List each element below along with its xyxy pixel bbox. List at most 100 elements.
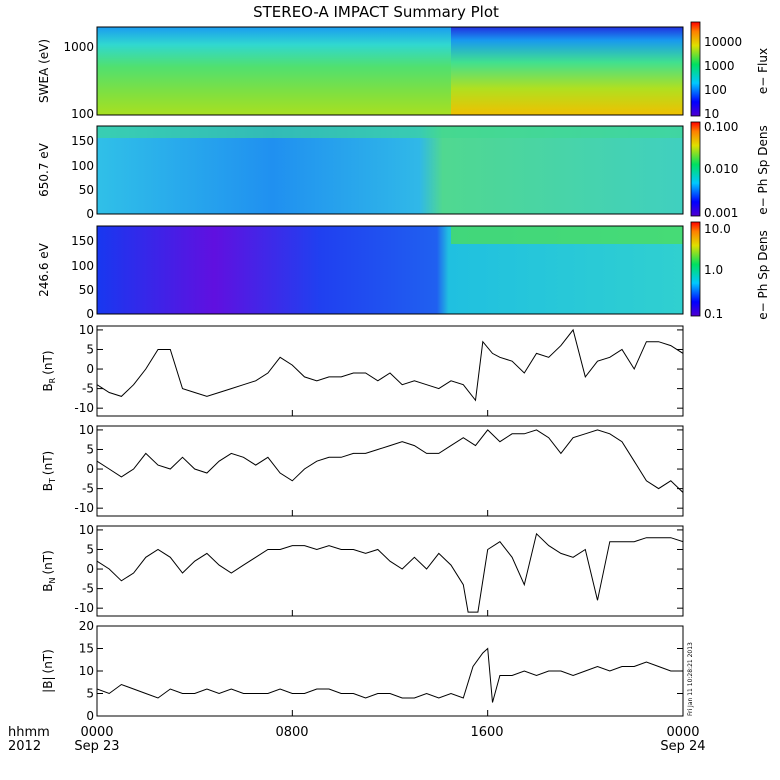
swea-ytick-100: 100 xyxy=(71,107,94,121)
pad650-ylabel: 650.7 eV xyxy=(37,142,51,197)
br-panel: 10 5 0 -5 -10 BR (nT) xyxy=(41,323,684,417)
bmag-ytick-label: 5 xyxy=(86,687,94,701)
pad246-ylabel: 246.6 eV xyxy=(37,242,51,297)
bn-ytick-label: 10 xyxy=(79,523,94,537)
colorbar-pad246-tick-1: 1.0 xyxy=(704,263,723,277)
pad246-band xyxy=(451,226,683,244)
bmag-ytick-label: 10 xyxy=(79,664,94,678)
pad246-frame xyxy=(96,225,684,315)
x-tick-label-2: 1600 xyxy=(470,725,503,740)
br-frame xyxy=(96,325,684,417)
bt-ytick-label: 10 xyxy=(79,423,94,437)
bn-ytick-label: -10 xyxy=(74,601,94,615)
pad650-ytick-0: 0 xyxy=(86,207,94,221)
br-ytick-label: 5 xyxy=(86,342,94,356)
bn-ylabel-sub: N xyxy=(48,578,57,584)
swea-spectrogram-late xyxy=(451,27,683,115)
colorbar-pad246 xyxy=(690,221,701,317)
colorbars: 10000 1000 100 10 e− Flux 0.100 0.010 0.… xyxy=(690,21,770,321)
line-panels: 1050-5-10BR(nT)1050-5-10BT(nT)1050-5-10B… xyxy=(41,323,684,723)
swea-ytick-1000: 1000 xyxy=(63,40,94,54)
x-corner-label-hhmm: hhmm xyxy=(8,725,50,740)
colorbar-pad650 xyxy=(690,121,701,217)
bt-frame xyxy=(96,425,684,517)
bt-ylabel-unit: (nT) xyxy=(41,451,55,475)
bmag-frame xyxy=(96,625,684,717)
bt-ytick-label: -10 xyxy=(74,501,94,515)
colorbar-pad246-label: e− Ph Sp Dens xyxy=(756,230,770,319)
pad650-ytick-150: 150 xyxy=(71,134,94,148)
br-ylabel-unit: (nT) xyxy=(41,350,55,374)
bt-ylabel-main: B xyxy=(41,483,55,491)
bn-ytick-label: -5 xyxy=(82,582,94,596)
plot-title: STEREO-A IMPACT Summary Plot xyxy=(253,3,499,21)
br-ylabel: BR (nT) xyxy=(41,350,57,391)
swea-ylabel: SWEA (eV) xyxy=(37,39,51,103)
pad246-ytick-50: 50 xyxy=(79,283,94,297)
pad650-frame xyxy=(96,125,684,215)
pad650-panel: 650.7 eV 150 100 50 0 xyxy=(37,125,684,221)
colorbar-pad650-tick-0100: 0.100 xyxy=(704,120,738,134)
bmag-ytick-label: 0 xyxy=(86,709,94,723)
colorbar-swea-tick-10000: 10000 xyxy=(704,35,742,49)
bmag-panel: 20 15 10 5 0 |B| (nT) xyxy=(41,619,684,723)
bmag-ylabel-unit: (nT) xyxy=(41,649,55,673)
bt-ytick-label: -5 xyxy=(82,482,94,496)
pad650-ytick-50: 50 xyxy=(79,183,94,197)
br-series-line xyxy=(97,328,683,402)
br-ytick-label: -10 xyxy=(74,401,94,415)
pad650-spectrogram xyxy=(97,126,683,214)
swea-frame xyxy=(96,26,684,116)
x-tick-sublabel-0: Sep 23 xyxy=(74,739,119,754)
bt-ylabel-sub: T xyxy=(48,478,57,484)
br-ytick-label: -5 xyxy=(82,382,94,396)
colorbar-pad650-label: e− Ph Sp Dens xyxy=(756,125,770,214)
br-ytick-label: 0 xyxy=(86,362,94,376)
bn-ylabel-main: B xyxy=(41,584,55,592)
bt-ytick-label: 5 xyxy=(86,442,94,456)
x-tick-label-0: 0000 xyxy=(80,725,113,740)
x-tick-label-3: 0000 xyxy=(666,725,699,740)
pad650-band xyxy=(97,126,683,138)
colorbar-swea-tick-100: 100 xyxy=(704,83,727,97)
bn-frame xyxy=(96,525,684,617)
colorbar-swea xyxy=(690,21,701,117)
pad246-ytick-100: 100 xyxy=(71,259,94,273)
x-tick-sublabel-3: Sep 24 xyxy=(660,739,705,754)
bmag-ytick-label: 15 xyxy=(79,642,94,656)
colorbar-swea-label: e− Flux xyxy=(756,48,770,94)
colorbar-swea-tick-10: 10 xyxy=(704,107,719,121)
bn-ylabel: BN (nT) xyxy=(41,550,57,592)
bmag-series-line xyxy=(97,647,683,703)
bn-series-line xyxy=(97,532,683,613)
br-ytick-label: 10 xyxy=(79,323,94,337)
pad246-ytick-150: 150 xyxy=(71,234,94,248)
bt-panel: 10 5 0 -5 -10 BT (nT) xyxy=(41,423,684,517)
colorbar-pad246-tick-10: 10.0 xyxy=(704,222,731,236)
br-ylabel-main: B xyxy=(41,383,55,391)
bn-ytick-label: 5 xyxy=(86,542,94,556)
bn-ytick-label: 0 xyxy=(86,562,94,576)
colorbar-pad246-tick-01: 0.1 xyxy=(704,307,723,321)
swea-panel: SWEA (eV) 1000 100 xyxy=(37,26,684,121)
bmag-ylabel: |B| (nT) xyxy=(41,649,55,693)
bt-series-line xyxy=(97,429,683,493)
bmag-ylabel-main: |B| xyxy=(41,676,55,692)
colorbar-pad650-tick-0010: 0.010 xyxy=(704,162,738,176)
x-axis: hhmm 2012 0000 Sep 23 0800 1600 0000 Sep… xyxy=(8,725,706,754)
pad246-panel: 246.6 eV 150 100 50 0 xyxy=(37,225,684,321)
bmag-ytick-label: 20 xyxy=(79,619,94,633)
x-tick-label-1: 0800 xyxy=(275,725,308,740)
side-stamp: Fri Jan 11 10:28:21 2013 xyxy=(687,642,694,716)
colorbar-swea-tick-1000: 1000 xyxy=(704,59,735,73)
pad246-ytick-0: 0 xyxy=(86,307,94,321)
bt-ylabel: BT (nT) xyxy=(41,451,57,491)
x-corner-label-year: 2012 xyxy=(8,739,41,754)
bt-ytick-label: 0 xyxy=(86,462,94,476)
bn-panel: 10 5 0 -5 -10 BN (nT) xyxy=(41,523,684,617)
colorbar-pad650-tick-0001: 0.001 xyxy=(704,206,738,220)
bn-ylabel-unit: (nT) xyxy=(41,550,55,574)
pad650-ytick-100: 100 xyxy=(71,159,94,173)
br-ylabel-sub: R xyxy=(48,377,57,383)
